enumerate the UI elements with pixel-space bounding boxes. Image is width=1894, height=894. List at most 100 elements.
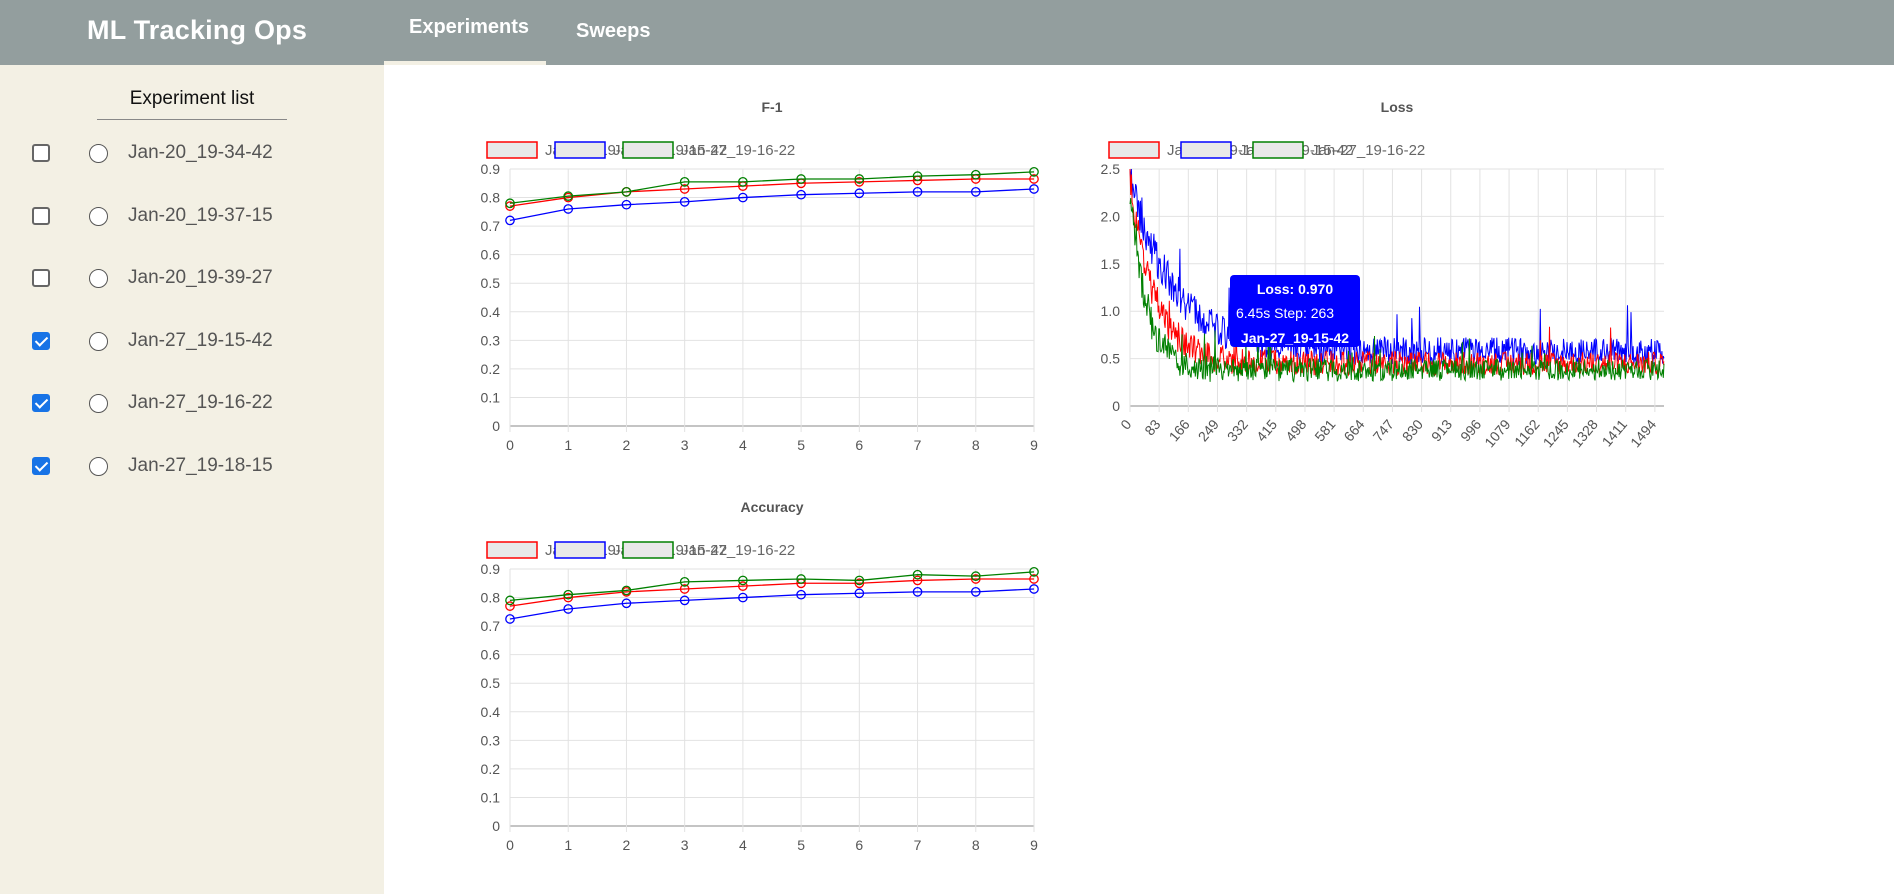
y-tick-label: 0 — [1112, 398, 1120, 414]
y-tick-label: 0.7 — [481, 618, 501, 634]
data-point — [796, 174, 806, 184]
y-tick-label: 0.1 — [481, 789, 501, 805]
tab-sweeps-label: Sweeps — [576, 20, 651, 42]
data-point — [1029, 574, 1039, 584]
data-point — [563, 589, 574, 600]
series-line — [1129, 168, 1665, 366]
series-line — [509, 588, 1035, 620]
series-line — [1129, 197, 1665, 383]
y-tick-label: 0.6 — [481, 247, 501, 263]
y-tick-label: 0.8 — [481, 190, 501, 206]
x-tick-label: 2 — [623, 437, 631, 453]
data-point — [738, 192, 748, 203]
x-tick-label: 83 — [1141, 416, 1163, 438]
experiment-row: Jan-20_19-34-42 — [0, 133, 384, 173]
data-point — [563, 592, 574, 603]
experiment-name: Jan-20_19-34-42 — [128, 142, 273, 163]
experiment-radio[interactable] — [89, 269, 108, 288]
y-tick-label: 0.3 — [481, 732, 501, 748]
experiment-checkbox[interactable] — [32, 394, 50, 412]
tooltip-step: 6.45s Step: 263 — [1236, 305, 1334, 321]
experiment-row: Jan-27_19-15-42 — [0, 321, 384, 361]
x-tick-label: 1 — [564, 837, 572, 853]
y-tick-label: 0.1 — [481, 389, 501, 405]
series-line — [509, 178, 1034, 207]
data-point — [1029, 167, 1039, 177]
data-point — [738, 592, 748, 603]
data-point — [679, 177, 690, 187]
data-point — [505, 595, 515, 606]
experiment-checkbox[interactable] — [32, 269, 50, 287]
experiment-checkbox[interactable] — [32, 456, 50, 475]
data-point — [505, 614, 515, 624]
app-title: ML Tracking Ops — [87, 15, 308, 45]
experiment-radio[interactable] — [89, 456, 108, 476]
experiment-radio[interactable] — [89, 144, 108, 163]
data-point — [796, 574, 806, 584]
experiment-radio[interactable] — [89, 206, 108, 226]
experiment-list-title: Experiment list — [97, 88, 287, 120]
series-line — [509, 578, 1034, 607]
y-tick-label: 1.5 — [1101, 256, 1121, 272]
data-point — [505, 198, 515, 209]
y-tick-label: 0.5 — [481, 275, 501, 291]
data-point — [738, 575, 748, 586]
data-point — [912, 186, 923, 197]
data-point — [679, 595, 690, 606]
tooltip-title: Loss: 0.970 — [1257, 281, 1333, 297]
experiment-checkbox[interactable] — [32, 144, 50, 162]
active-tab-indicator — [384, 61, 546, 65]
data-point — [912, 586, 923, 597]
tooltip-box — [1230, 275, 1360, 347]
data-point — [970, 571, 981, 581]
experiment-name: Jan-20_19-39-27 — [128, 267, 273, 288]
experiment-name: Jan-20_19-37-15 — [128, 204, 273, 226]
data-point — [505, 601, 515, 611]
data-point — [970, 169, 981, 180]
experiment-name: Jan-27_19-18-15 — [128, 454, 273, 476]
data-point — [854, 174, 865, 184]
experiment-checkbox[interactable] — [32, 206, 50, 225]
experiment-sidebar: Experiment list Jan-20_19-34-42 Jan-20_19… — [0, 65, 384, 894]
x-tick-label: 332 — [1224, 416, 1251, 444]
data-point — [679, 184, 690, 194]
experiment-radio[interactable] — [89, 394, 108, 413]
legend-label: Jan-27_19-16-22 — [1311, 142, 1425, 159]
data-point — [621, 598, 632, 609]
chart-title: Accuracy — [740, 499, 803, 515]
x-tick-label: 913 — [1428, 416, 1455, 444]
experiment-row: Jan-27_19-18-15 — [0, 446, 384, 486]
y-tick-label: 0.2 — [481, 361, 501, 377]
data-point — [679, 577, 690, 587]
x-tick-label: 1079 — [1481, 416, 1513, 450]
experiment-checkbox[interactable] — [32, 331, 50, 350]
tab-sweeps[interactable]: Sweeps — [552, 0, 672, 65]
x-tick-label: 5 — [797, 837, 805, 853]
experiment-radio[interactable] — [89, 331, 108, 351]
legend-swatch — [554, 141, 606, 159]
experiment-row: Jan-27_19-16-22 — [0, 383, 384, 423]
f1-chart: F-1Jan-27_19-18-15Jan-27_19-15-42Jan-27_… — [481, 99, 1039, 453]
x-tick-label: 1494 — [1627, 416, 1659, 450]
legend-item: Jan-27_19-16-22 — [622, 541, 795, 559]
y-tick-label: 0.2 — [481, 761, 501, 777]
experiment-row: Jan-20_19-37-15 — [0, 196, 384, 236]
x-tick-label: 0 — [506, 437, 514, 453]
legend-swatch — [1252, 141, 1304, 159]
x-tick-label: 664 — [1340, 416, 1367, 444]
experiment-name: Jan-27_19-16-22 — [128, 392, 273, 413]
x-tick-label: 9 — [1030, 837, 1038, 853]
x-tick-label: 1 — [564, 437, 572, 453]
legend-label: Jan-27_19-16-22 — [681, 142, 795, 159]
x-tick-label: 4 — [739, 837, 747, 853]
y-tick-label: 0.5 — [481, 675, 501, 691]
data-point — [505, 201, 515, 211]
x-tick-label: 415 — [1253, 416, 1280, 444]
y-tick-label: 0.8 — [481, 590, 501, 606]
y-tick-label: 0.4 — [481, 704, 501, 720]
experiment-name: Jan-27_19-15-42 — [128, 329, 273, 351]
tab-experiments[interactable]: Experiments — [384, 0, 546, 65]
tooltip-series: Jan-27_19-15-42 — [1241, 330, 1349, 346]
data-point — [563, 204, 574, 214]
x-tick-label: 1162 — [1511, 416, 1543, 450]
